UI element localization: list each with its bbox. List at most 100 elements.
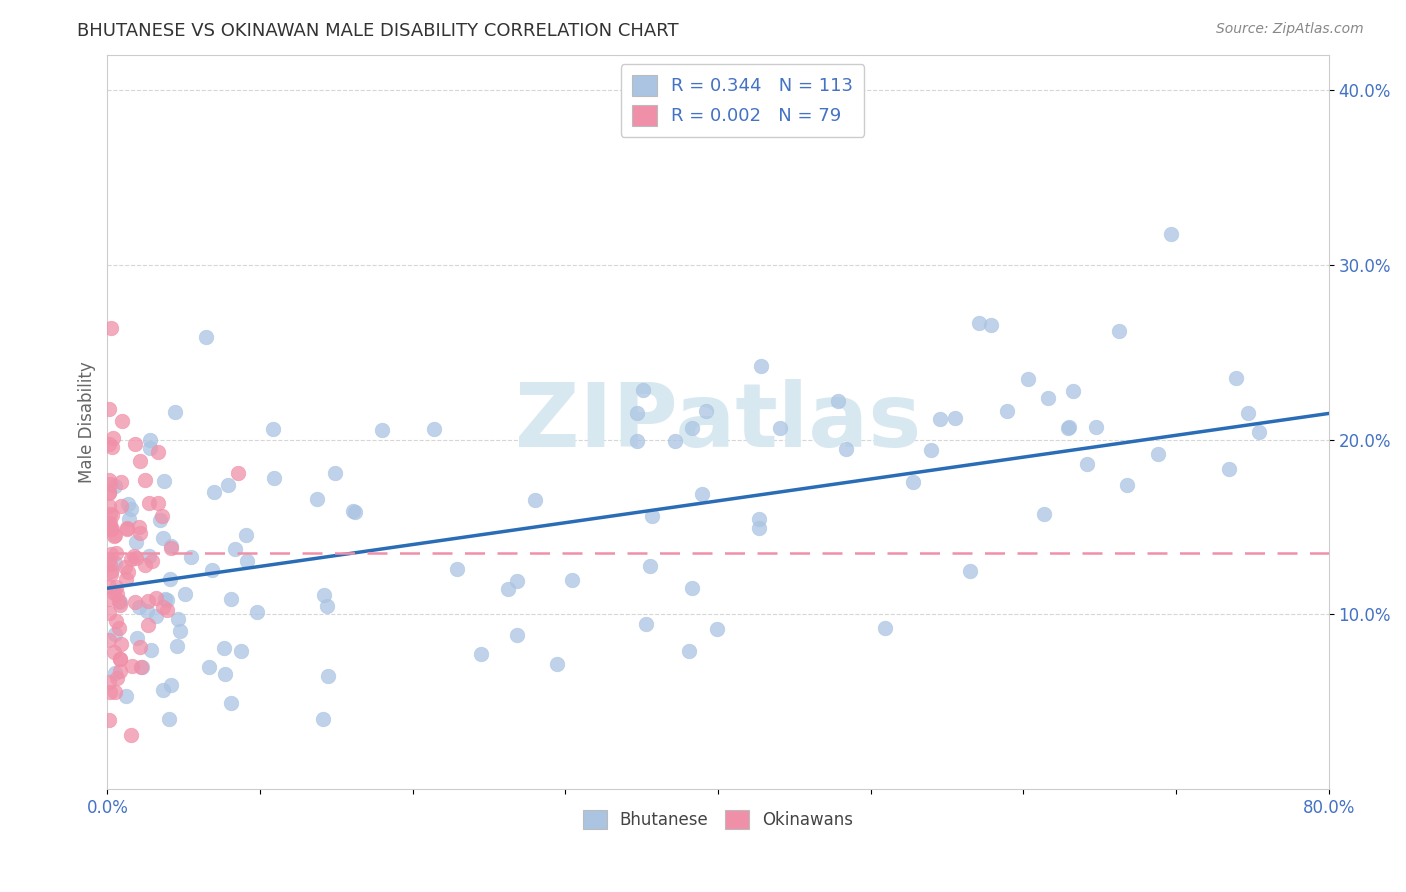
Point — [110, 637, 132, 651]
Point — [103, 644, 125, 658]
Point — [342, 503, 364, 517]
Point — [640, 509, 662, 524]
Point — [218, 478, 240, 492]
Point — [145, 591, 167, 605]
Point — [129, 526, 152, 541]
Point — [929, 411, 952, 425]
Point — [1062, 384, 1084, 399]
Point — [305, 492, 328, 507]
Point — [98, 606, 121, 620]
Point — [180, 549, 202, 564]
Point — [159, 541, 181, 556]
Point — [108, 652, 131, 666]
Point — [152, 532, 174, 546]
Point — [101, 431, 124, 445]
Point — [104, 685, 127, 699]
Point — [104, 580, 127, 594]
Point — [995, 404, 1018, 418]
Point — [110, 652, 132, 666]
Text: ZIPatlas: ZIPatlas — [515, 379, 921, 466]
Point — [561, 573, 583, 587]
Point — [118, 512, 141, 526]
Point — [202, 485, 225, 500]
Point — [235, 554, 257, 568]
Point — [110, 414, 132, 428]
Point — [110, 475, 132, 490]
Point — [101, 508, 124, 522]
Point — [959, 564, 981, 578]
Point — [681, 420, 703, 434]
Point — [156, 603, 179, 617]
Point — [226, 466, 249, 480]
Point — [100, 547, 122, 561]
Point — [827, 393, 849, 408]
Point — [156, 593, 179, 607]
Point — [706, 622, 728, 636]
Point — [197, 659, 219, 673]
Point — [97, 516, 120, 531]
Point — [136, 593, 159, 607]
Point — [835, 442, 858, 457]
Point — [129, 640, 152, 655]
Point — [100, 566, 122, 581]
Point — [312, 712, 335, 726]
Point — [245, 605, 267, 619]
Point — [875, 621, 897, 635]
Point — [124, 436, 146, 450]
Point — [314, 589, 336, 603]
Point — [114, 689, 136, 703]
Point — [1225, 371, 1247, 385]
Point — [1146, 447, 1168, 461]
Point — [165, 405, 187, 419]
Point — [980, 318, 1002, 332]
Point — [98, 476, 121, 491]
Point — [1247, 425, 1270, 439]
Point — [100, 522, 122, 536]
Point — [423, 422, 446, 436]
Point — [678, 643, 700, 657]
Point — [108, 621, 131, 635]
Point — [98, 507, 121, 521]
Y-axis label: Male Disability: Male Disability — [79, 361, 96, 483]
Point — [110, 598, 132, 612]
Point — [1237, 406, 1260, 420]
Point — [148, 445, 170, 459]
Point — [104, 479, 127, 493]
Point — [749, 359, 772, 374]
Point — [128, 520, 150, 534]
Point — [146, 496, 169, 510]
Point — [134, 558, 156, 572]
Point — [1218, 461, 1240, 475]
Point — [108, 594, 131, 608]
Point — [316, 599, 339, 614]
Point — [212, 640, 235, 655]
Point — [152, 474, 174, 488]
Point — [664, 434, 686, 448]
Point — [160, 539, 183, 553]
Point — [748, 512, 770, 526]
Point — [626, 406, 648, 420]
Point — [681, 581, 703, 595]
Point — [115, 572, 138, 586]
Point — [214, 667, 236, 681]
Point — [316, 669, 339, 683]
Point — [98, 436, 121, 450]
Point — [1116, 478, 1139, 492]
Point — [1076, 457, 1098, 471]
Point — [120, 502, 142, 516]
Point — [138, 496, 160, 510]
Point — [121, 728, 143, 742]
Point — [136, 617, 159, 632]
Point — [101, 441, 124, 455]
Point — [128, 599, 150, 614]
Point — [110, 595, 132, 609]
Point — [104, 528, 127, 542]
Point — [1017, 372, 1039, 386]
Point — [97, 486, 120, 500]
Point — [100, 522, 122, 536]
Point — [117, 522, 139, 536]
Point — [496, 582, 519, 597]
Point — [1160, 227, 1182, 241]
Point — [103, 586, 125, 600]
Point — [1057, 421, 1080, 435]
